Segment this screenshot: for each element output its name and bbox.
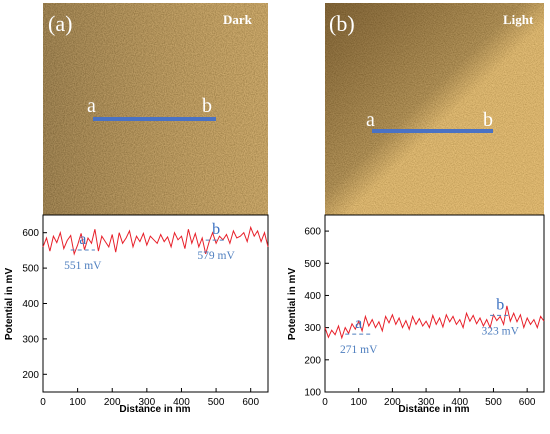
scan-marker-a-end: b (202, 95, 212, 117)
afm-image-a: (a) Dark a b (43, 3, 268, 215)
y-tick-label: 500 (22, 264, 39, 275)
plot-b-ylabel: Potential in mV (287, 268, 298, 341)
value-label-b: 323 mV (482, 325, 520, 337)
value-label-a: 551 mV (64, 260, 102, 272)
y-tick-label: 600 (22, 228, 39, 239)
x-tick-label: 200 (384, 397, 401, 408)
value-label-b: 579 mV (197, 250, 235, 262)
x-tick-label: 600 (519, 397, 536, 408)
plot-a-trace (42, 225, 269, 256)
plot-b-xlabel: Distance in nm (398, 404, 469, 415)
scan-marker-b-end: b (483, 109, 493, 131)
afm-image-b: (b) Light a b (325, 3, 544, 215)
plot-a-ylabel: Potential in mV (4, 268, 15, 341)
y-tick-label: 400 (304, 291, 321, 302)
condition-label-b: Light (503, 12, 534, 27)
y-tick-label: 500 (304, 259, 321, 270)
y-tick-label: 400 (22, 299, 39, 310)
x-tick-label: 500 (208, 397, 225, 408)
plot-marker-b: b (496, 296, 504, 313)
x-tick-label: 0 (322, 397, 328, 408)
plot-b-frame (324, 214, 545, 393)
plot-a-annotations: a 551 mV b 579 mV (64, 221, 235, 272)
scan-marker-a-start: a (87, 95, 96, 117)
panel-label-a: (a) (48, 11, 72, 36)
y-tick-label: 100 (304, 388, 321, 399)
plot-marker-b: b (212, 221, 220, 238)
x-tick-label: 300 (139, 397, 156, 408)
y-tick-label: 300 (304, 323, 321, 334)
x-tick-label: 600 (242, 397, 259, 408)
plot-b-trace (324, 305, 545, 340)
plot-a: 0 100 200 300 400 500 600 200 300 400 500 600 a 551 … (4, 214, 269, 415)
panel-label-b: (b) (329, 11, 355, 36)
x-tick-label: 100 (350, 397, 367, 408)
afm-shade-a (43, 3, 268, 215)
plot-marker-a: a (355, 315, 362, 332)
y-tick-label: 600 (304, 227, 321, 238)
plot-b-annotations: a 271 mV b 323 mV (340, 296, 520, 356)
value-label-a: 271 mV (340, 344, 378, 356)
afm-shade-b (325, 3, 544, 215)
x-tick-label: 500 (485, 397, 502, 408)
x-tick-label: 0 (40, 397, 46, 408)
condition-label-a: Dark (223, 12, 253, 27)
plot-a-xlabel: Distance in nm (119, 404, 190, 415)
x-tick-label: 200 (104, 397, 121, 408)
x-tick-label: 300 (418, 397, 435, 408)
plot-a-ticks: 0 100 200 300 400 500 600 200 300 400 500 600 (22, 228, 259, 408)
x-tick-label: 400 (451, 397, 468, 408)
x-tick-label: 100 (69, 397, 86, 408)
y-tick-label: 200 (304, 355, 321, 366)
scan-marker-b-start: a (366, 109, 375, 131)
plot-marker-a: a (79, 231, 86, 248)
y-tick-label: 200 (22, 370, 39, 381)
y-tick-label: 300 (22, 334, 39, 345)
x-tick-label: 400 (173, 397, 190, 408)
